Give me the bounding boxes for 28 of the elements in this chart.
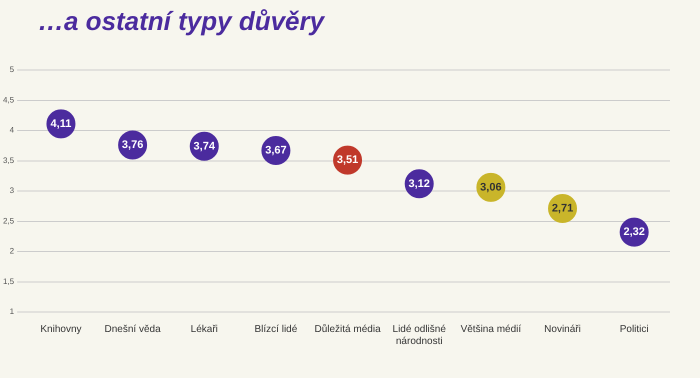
data-label: 2,71 — [552, 202, 574, 215]
x-tick-label: Novináři — [544, 324, 581, 335]
y-tick-label: 4 — [10, 126, 15, 135]
data-label: 3,67 — [265, 144, 287, 156]
data-label: 3,06 — [480, 181, 502, 194]
data-label: 4,11 — [50, 118, 72, 130]
x-tick-label: Lidé odlišné národnosti — [392, 324, 446, 347]
y-tick-label: 2 — [10, 246, 15, 256]
data-label: 3,76 — [122, 139, 144, 152]
data-label: 3,74 — [194, 140, 216, 152]
y-tick-label: 5 — [10, 65, 15, 74]
data-label: 3,12 — [408, 178, 430, 190]
x-tick-label: Knihovny — [40, 324, 82, 335]
y-tick-label: 4,5 — [2, 95, 15, 104]
x-tick-label: Blízcí lidé — [254, 324, 298, 335]
y-tick-label: 1 — [10, 307, 15, 316]
x-tick-label: Většina médií — [460, 324, 522, 335]
data-label: 2,32 — [623, 226, 645, 238]
y-tick-label: 2,5 — [2, 216, 15, 226]
y-tick-label: 3,5 — [2, 156, 15, 165]
x-tick-label: Lékaři — [190, 324, 218, 335]
x-tick-label: Politici — [620, 324, 649, 335]
x-tick-label: Dnešní věda — [104, 324, 162, 335]
chart-title: …a ostatní typy důvěry — [38, 6, 324, 37]
y-tick-label: 3 — [10, 186, 15, 196]
y-tick-label: 1,5 — [2, 276, 15, 286]
data-label: 3,51 — [336, 154, 358, 166]
x-tick-label: Důležitá média — [314, 322, 382, 335]
